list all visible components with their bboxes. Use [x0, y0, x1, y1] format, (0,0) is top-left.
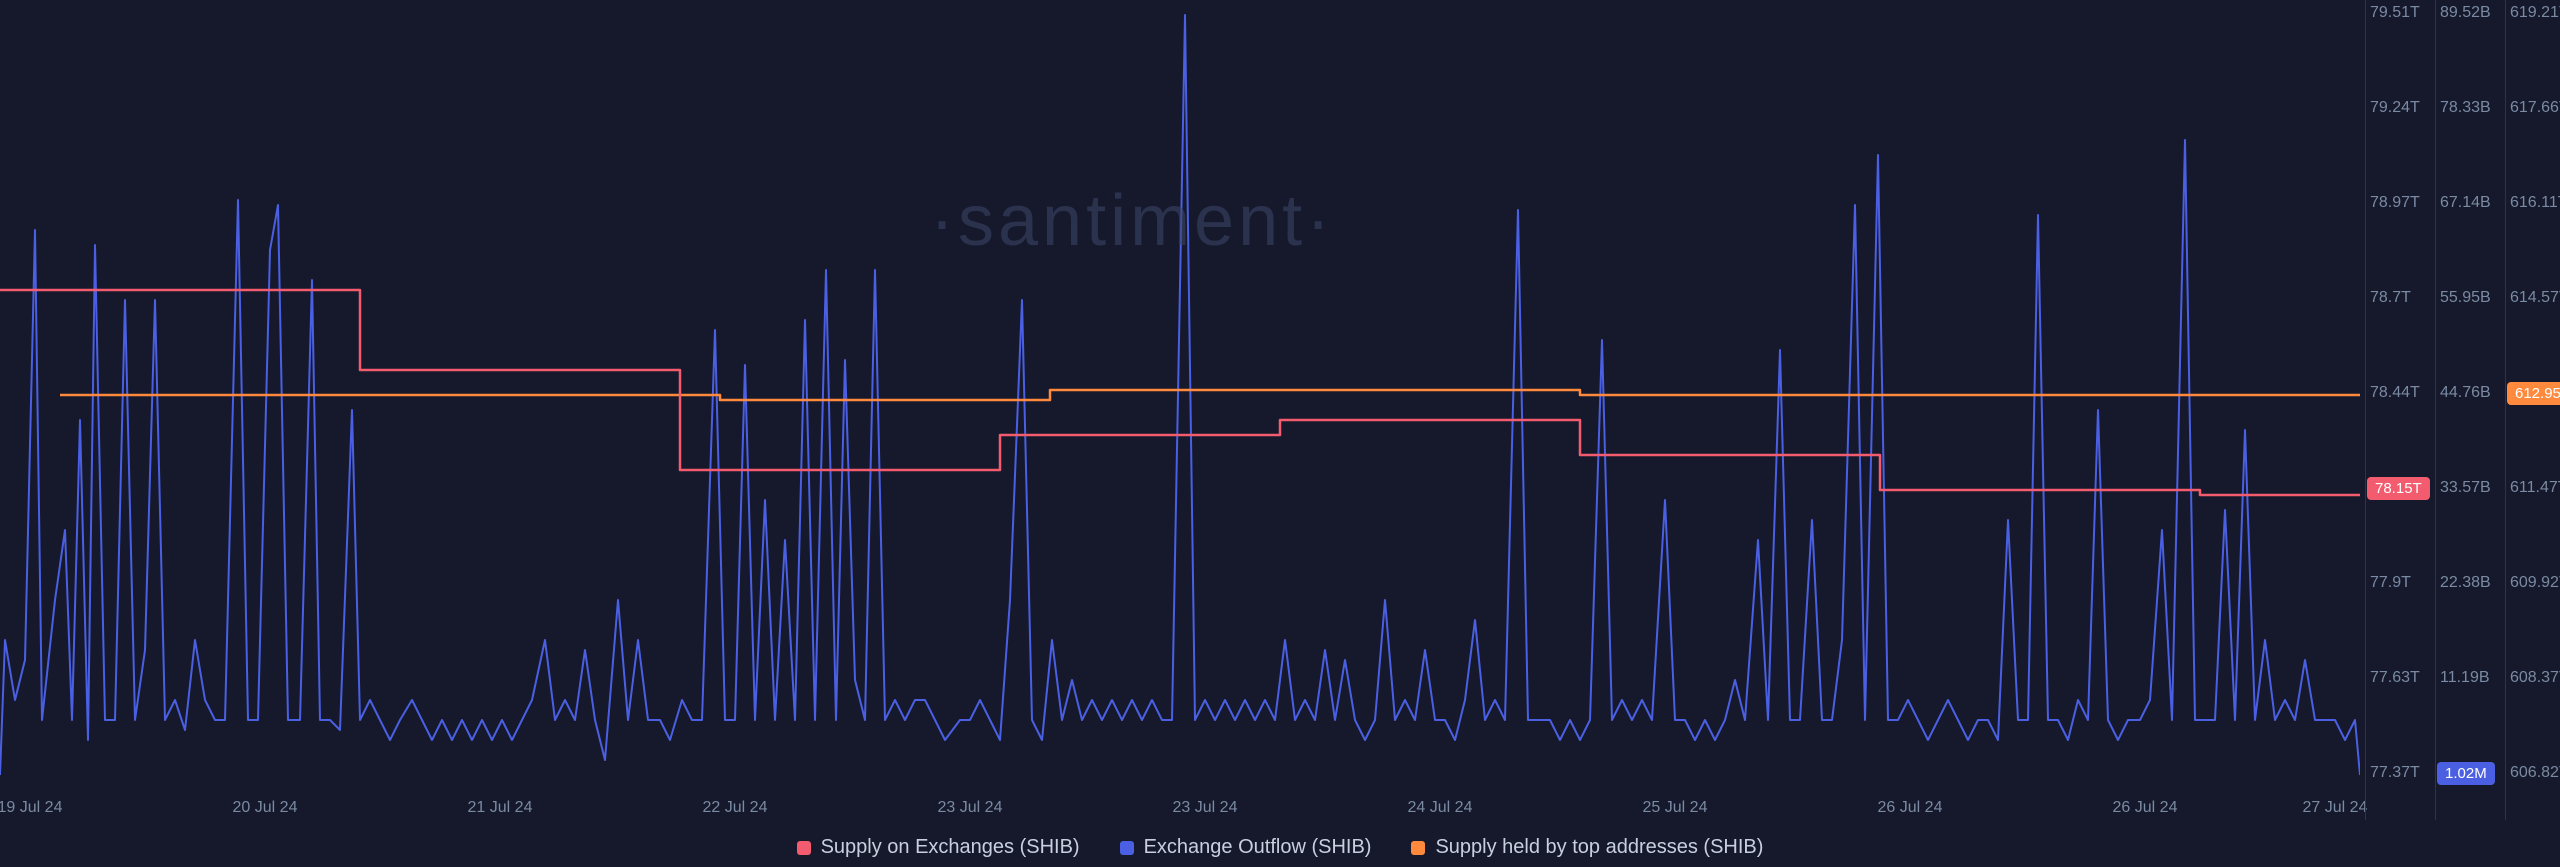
legend-label: Supply held by top addresses (SHIB): [1435, 836, 1763, 859]
legend-item[interactable]: Supply on Exchanges (SHIB): [797, 836, 1080, 859]
value-badge: 612.95T: [2507, 382, 2560, 405]
x-tick: 24 Jul 24: [1408, 799, 1473, 817]
x-tick: 27 Jul 24: [2303, 799, 2368, 817]
legend-item[interactable]: Supply held by top addresses (SHIB): [1411, 836, 1763, 859]
legend-item[interactable]: Exchange Outflow (SHIB): [1120, 836, 1372, 859]
y-tick: 614.57T: [2510, 289, 2560, 307]
y-tick: 617.66T: [2510, 99, 2560, 117]
plot-area[interactable]: ·santiment·: [0, 0, 2360, 790]
axis-separator: [2365, 0, 2366, 820]
x-tick: 20 Jul 24: [233, 799, 298, 817]
y-tick: 611.47T: [2510, 479, 2560, 497]
x-tick: 26 Jul 24: [1878, 799, 1943, 817]
y-tick: 89.52B: [2440, 4, 2491, 22]
y-tick: 77.9T: [2370, 574, 2411, 592]
x-tick: 19 Jul 24: [0, 799, 62, 817]
y-tick: 44.76B: [2440, 384, 2491, 402]
y-tick: 619.21T: [2510, 4, 2560, 22]
y-tick: 606.82T: [2510, 764, 2560, 782]
legend-label: Supply on Exchanges (SHIB): [821, 836, 1080, 859]
y-tick: 616.11T: [2510, 194, 2560, 212]
watermark: ·santiment·: [930, 180, 1334, 262]
axis-separator: [2505, 0, 2506, 820]
y-tick: 78.7T: [2370, 289, 2411, 307]
x-tick: 26 Jul 24: [2113, 799, 2178, 817]
legend-swatch: [797, 841, 811, 855]
y-tick: 78.97T: [2370, 194, 2420, 212]
y-tick: 79.24T: [2370, 99, 2420, 117]
x-tick: 25 Jul 24: [1643, 799, 1708, 817]
chart-svg: [0, 0, 2360, 790]
legend-swatch: [1411, 841, 1425, 855]
legend: Supply on Exchanges (SHIB) Exchange Outfl…: [0, 836, 2560, 859]
x-tick: 22 Jul 24: [703, 799, 768, 817]
legend-swatch: [1120, 841, 1134, 855]
axis-separator: [2435, 0, 2436, 820]
y-tick: 609.92T: [2510, 574, 2560, 592]
x-tick: 21 Jul 24: [468, 799, 533, 817]
y-tick: 78.44T: [2370, 384, 2420, 402]
value-badge: 78.15T: [2367, 477, 2430, 500]
x-tick: 23 Jul 24: [1173, 799, 1238, 817]
y-tick: 33.57B: [2440, 479, 2491, 497]
y-tick: 11.19B: [2440, 669, 2490, 687]
y-tick: 608.37T: [2510, 669, 2560, 687]
legend-label: Exchange Outflow (SHIB): [1144, 836, 1372, 859]
value-badge: 1.02M: [2437, 762, 2495, 785]
y-tick: 77.63T: [2370, 669, 2420, 687]
y-tick: 67.14B: [2440, 194, 2491, 212]
y-tick: 79.51T: [2370, 4, 2420, 22]
y-tick: 78.33B: [2440, 99, 2491, 117]
x-tick: 23 Jul 24: [938, 799, 1003, 817]
y-tick: 77.37T: [2370, 764, 2420, 782]
chart-container: ·santiment· Supply on Exchanges (SHIB) Ex…: [0, 0, 2560, 867]
y-tick: 55.95B: [2440, 289, 2491, 307]
y-tick: 22.38B: [2440, 574, 2491, 592]
